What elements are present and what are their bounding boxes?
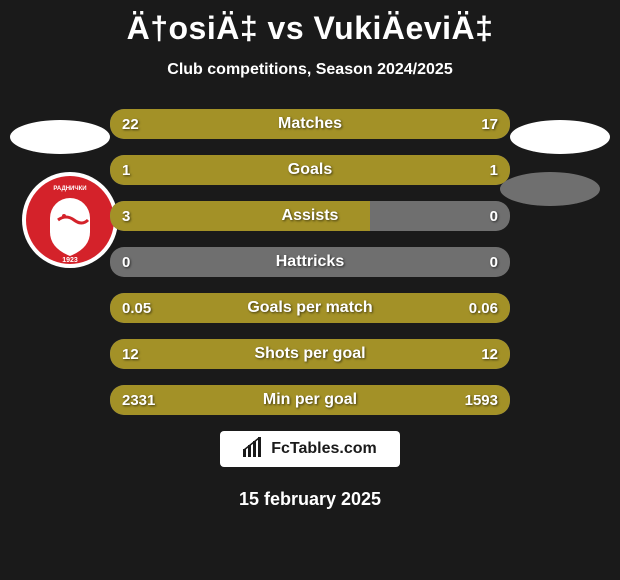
club-crest-icon: РАДНИЧКИ 1923 xyxy=(20,170,120,270)
stat-label: Goals per match xyxy=(110,293,510,323)
brand-logo[interactable]: FcTables.com xyxy=(220,431,400,467)
subtitle: Club competitions, Season 2024/2025 xyxy=(0,61,620,79)
date-text: 15 february 2025 xyxy=(0,489,620,510)
stat-label: Hattricks xyxy=(110,247,510,277)
page-title: Ä†osiÄ‡ vs VukiÄeviÄ‡ xyxy=(0,0,620,47)
stat-value-right: 17 xyxy=(481,109,498,139)
stat-label: Matches xyxy=(110,109,510,139)
stat-value-right: 1593 xyxy=(465,385,498,415)
stat-row-min-per-goal: 2331 Min per goal 1593 xyxy=(110,385,510,415)
stat-label: Shots per goal xyxy=(110,339,510,369)
stat-value-right: 12 xyxy=(481,339,498,369)
chart-icon xyxy=(243,437,265,462)
stat-row-goals: 1 Goals 1 xyxy=(110,155,510,185)
stat-row-shots-per-goal: 12 Shots per goal 12 xyxy=(110,339,510,369)
stat-value-right: 0 xyxy=(490,201,498,231)
stat-row-goals-per-match: 0.05 Goals per match 0.06 xyxy=(110,293,510,323)
stat-label: Goals xyxy=(110,155,510,185)
player-left-avatar-placeholder xyxy=(10,120,110,154)
svg-text:РАДНИЧКИ: РАДНИЧКИ xyxy=(53,186,86,192)
stat-value-right: 0.06 xyxy=(469,293,498,323)
stat-value-right: 1 xyxy=(490,155,498,185)
stat-row-assists: 3 Assists 0 xyxy=(110,201,510,231)
stat-row-matches: 22 Matches 17 xyxy=(110,109,510,139)
svg-text:1923: 1923 xyxy=(62,257,78,264)
stat-row-hattricks: 0 Hattricks 0 xyxy=(110,247,510,277)
player-left-club-badge: РАДНИЧКИ 1923 xyxy=(20,170,120,270)
player-right-club-badge-placeholder xyxy=(500,172,600,206)
stat-value-right: 0 xyxy=(490,247,498,277)
stat-label: Min per goal xyxy=(110,385,510,415)
stat-label: Assists xyxy=(110,201,510,231)
brand-text: FcTables.com xyxy=(271,440,377,458)
stats-container: 22 Matches 17 1 Goals 1 3 Assists 0 0 Ha… xyxy=(110,109,510,415)
player-right-avatar-placeholder xyxy=(510,120,610,154)
